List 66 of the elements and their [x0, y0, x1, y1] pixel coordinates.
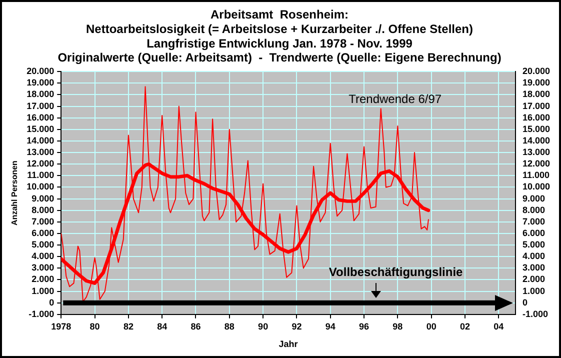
x-tick-label: 04	[494, 321, 504, 332]
y-tick-label: 15.000	[26, 124, 54, 134]
y2-tick-label: -1.000	[522, 308, 548, 319]
y-tick-label: 11.000	[27, 170, 54, 180]
x-tick-label: 1978	[51, 321, 72, 332]
y-tick-label: 16.000	[26, 112, 54, 122]
x-tick-label: 00	[426, 321, 436, 332]
y2-tick-label: 16.000	[522, 112, 550, 122]
y2-tick-label: 14.000	[522, 135, 550, 146]
x-tick-label: 92	[292, 321, 302, 332]
x-tick-label: 82	[123, 321, 134, 332]
y-tick-label: 5.000	[32, 240, 54, 250]
text: Nettoarbeitslosigkeit (= Arbeitslose + Kurzarbeiter ./. Offene Stellen)	[86, 22, 473, 36]
y-tick-label: 8.000	[32, 204, 54, 215]
y2-tick-label: 11.000	[522, 170, 550, 180]
y2-tick-label: 10.000	[522, 182, 550, 192]
y2-tick-label: 2.000	[522, 274, 546, 284]
x-tick-label: 94	[325, 321, 336, 332]
x-tick-label: 88	[224, 321, 234, 332]
y-tick-label: 3.000	[32, 262, 54, 273]
y-tick-label: 18.000	[26, 89, 54, 100]
y-tick-label: 4.000	[32, 251, 54, 262]
y2-tick-label: 12.000	[522, 158, 550, 169]
y2-tick-label: 6.000	[522, 228, 546, 238]
y2-tick-label: 7.000	[522, 216, 546, 226]
text: Langfristige Entwicklung Jan. 1978 - Nov. 1999	[146, 36, 412, 50]
x-tick-label: 90	[258, 321, 268, 332]
x-axis-title: Jahr	[278, 339, 298, 350]
x-tick-label: 98	[392, 321, 403, 332]
x-tick-label: 86	[190, 321, 201, 332]
y2-tick-label: 3.000	[522, 262, 546, 273]
y2-tick-label: 5.000	[522, 240, 546, 250]
y-tick-label: 19.000	[26, 78, 54, 88]
y-tick-label: -1.000	[28, 308, 54, 319]
y-tick-label: 12.000	[26, 158, 54, 169]
x-tick-label: 02	[460, 321, 470, 332]
y-tick-label: 14.000	[26, 135, 54, 146]
y-tick-label: 0	[49, 297, 54, 308]
x-tick-label: 84	[157, 321, 168, 332]
y2-tick-label: 18.000	[522, 89, 550, 100]
y2-tick-label: 13.000	[522, 147, 550, 158]
y2-tick-label: 20.000	[522, 66, 550, 76]
y-tick-label: 1.000	[32, 286, 54, 296]
y2-tick-label: 0	[522, 297, 528, 308]
text: Arbeitsamt Rosenheim:	[210, 8, 349, 22]
annotation: Trendwende 6/97	[348, 92, 442, 106]
y-tick-label: 20.000	[26, 66, 54, 76]
y2-tick-label: 17.000	[522, 100, 550, 111]
y2-tick-label: 1.000	[522, 286, 546, 296]
y-tick-label: 2.000	[32, 274, 54, 284]
ref-line-label: Vollbeschäftigungslinie	[328, 265, 464, 280]
y-tick-label: 9.000	[32, 193, 54, 204]
x-tick-label: 96	[359, 321, 370, 332]
y-tick-label: 7.000	[32, 216, 54, 226]
y2-tick-label: 19.000	[522, 78, 550, 88]
y-tick-label: 10.000	[26, 182, 54, 192]
text: Originalwerte (Quelle: Arbeitsamt) - Trendwerte (Quelle: Eigene Berechnung)	[58, 50, 502, 65]
y-tick-label: 6.000	[32, 228, 54, 238]
x-tick-label: 80	[90, 321, 100, 332]
y-tick-label: 17.000	[26, 100, 54, 111]
y-tick-label: 13.000	[26, 147, 54, 158]
y2-tick-label: 9.000	[522, 193, 546, 204]
y-axis-title: Anzahl Personen	[10, 160, 20, 226]
y2-tick-label: 4.000	[522, 251, 546, 262]
y2-tick-label: 15.000	[522, 124, 550, 134]
y2-tick-label: 8.000	[522, 204, 546, 215]
